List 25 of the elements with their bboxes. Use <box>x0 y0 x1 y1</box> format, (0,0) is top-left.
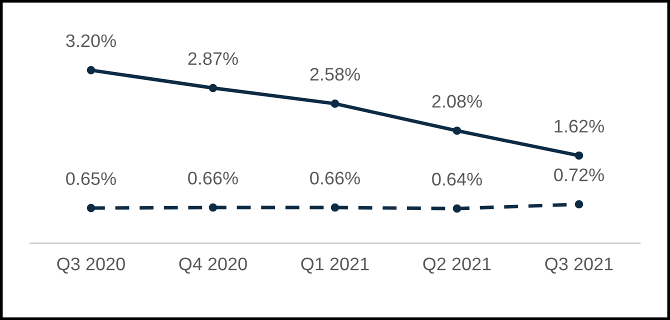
x-tick-label: Q2 2021 <box>423 258 491 274</box>
point <box>452 204 462 213</box>
point <box>208 84 218 92</box>
data-label: 2.08% <box>432 94 482 108</box>
x-tick-label: Q3 2021 <box>545 258 613 274</box>
data-label: 1.62% <box>554 120 604 133</box>
data-label: 0.65% <box>66 172 116 186</box>
point <box>452 126 462 135</box>
data-label: 2.87% <box>188 52 238 66</box>
data-label: 3.20% <box>66 34 116 48</box>
x-tick-label: Q4 2020 <box>179 258 247 274</box>
point <box>574 200 584 208</box>
point <box>86 66 96 74</box>
point <box>330 203 340 212</box>
data-label: 0.66% <box>310 172 360 184</box>
point <box>330 100 340 108</box>
data-label: 0.72% <box>554 168 604 182</box>
point <box>86 204 96 212</box>
x-tick-label: Q1 2021 <box>301 258 369 274</box>
x-tick-label: Q3 2020 <box>57 258 125 274</box>
point <box>208 203 218 212</box>
data-label: 0.66% <box>188 172 238 184</box>
data-label: 0.64% <box>432 172 482 186</box>
point <box>574 151 584 160</box>
data-label: 2.58% <box>310 68 360 81</box>
